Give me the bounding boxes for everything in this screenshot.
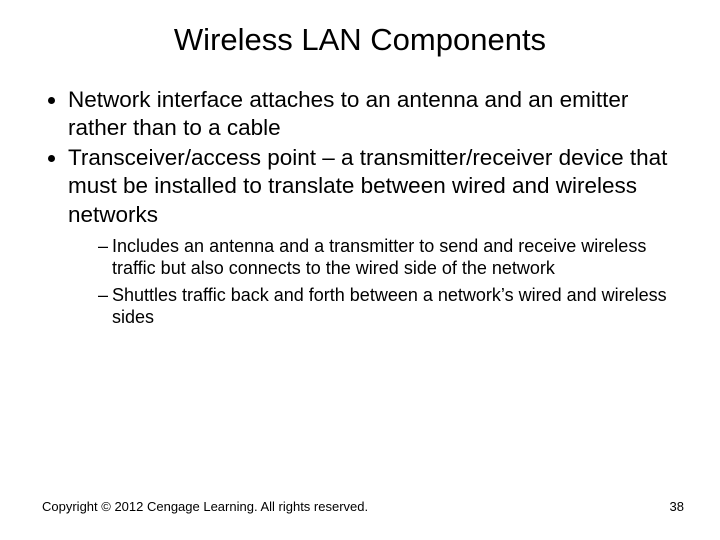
footer-copyright: Copyright © 2012 Cengage Learning. All r… (42, 499, 368, 514)
sub-bullet-list: Includes an antenna and a transmitter to… (68, 235, 686, 329)
bullet-item: Transceiver/access point – a transmitter… (68, 144, 686, 328)
slide-title: Wireless LAN Components (0, 0, 720, 68)
sub-bullet-item: Shuttles traffic back and forth between … (98, 284, 686, 329)
bullet-item: Network interface attaches to an antenna… (68, 86, 686, 142)
bullet-text: Transceiver/access point – a transmitter… (68, 145, 667, 226)
bullet-list: Network interface attaches to an antenna… (34, 86, 686, 329)
slide: Wireless LAN Components Network interfac… (0, 0, 720, 540)
sub-bullet-item: Includes an antenna and a transmitter to… (98, 235, 686, 280)
slide-body: Network interface attaches to an antenna… (0, 68, 720, 329)
footer-page-number: 38 (670, 499, 684, 514)
